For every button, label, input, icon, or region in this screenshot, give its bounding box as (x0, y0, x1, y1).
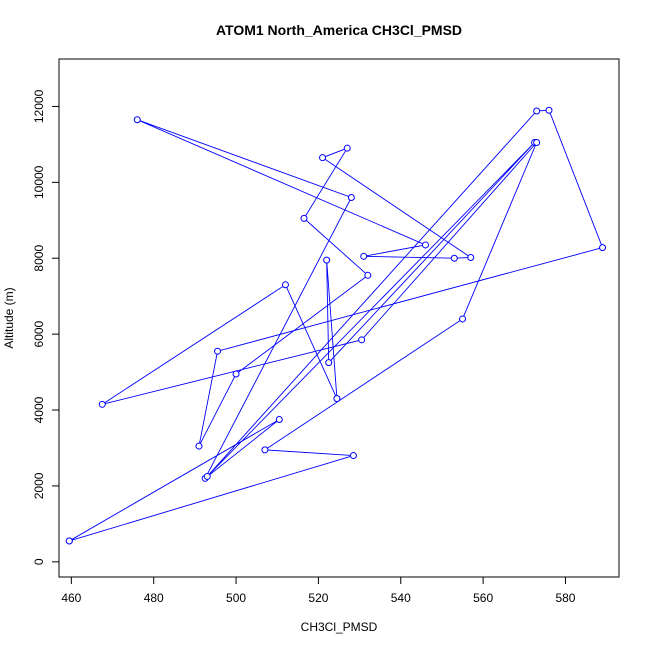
data-point-28 (459, 315, 467, 323)
data-point-3 (347, 194, 355, 202)
y-tick-label-10000: 10000 (32, 165, 46, 199)
data-point-21 (325, 359, 333, 367)
data-point-23 (333, 395, 341, 403)
data-point-30 (349, 452, 357, 460)
plot-frame (58, 58, 620, 578)
x-tick-label-480: 480 (144, 591, 164, 605)
data-point-19 (203, 472, 211, 480)
data-point-7 (450, 254, 458, 262)
data-point-1 (275, 416, 283, 424)
x-tick-label-520: 520 (308, 591, 328, 605)
data-point-4 (133, 116, 141, 124)
data-point-17 (545, 106, 553, 114)
data-point-15 (214, 347, 222, 355)
y-tick-label-0: 0 (32, 558, 46, 565)
y-tick-label-8000: 8000 (32, 245, 46, 272)
data-point-27 (533, 138, 541, 146)
data-point-9 (319, 154, 327, 162)
data-point-31 (65, 537, 73, 545)
data-point-6 (360, 252, 368, 260)
data-point-24 (281, 281, 289, 289)
x-axis: 460 480 500 520 540 560 580 (61, 576, 576, 605)
y-tick-label-2000: 2000 (32, 472, 46, 499)
data-point-22 (323, 256, 331, 264)
x-tick-label-540: 540 (391, 591, 411, 605)
data-point-8 (467, 253, 475, 261)
x-axis-label: CH3Cl_PMSD (301, 620, 378, 634)
x-tick-label-580: 580 (555, 591, 575, 605)
plot-marks (65, 106, 607, 545)
data-point-18 (533, 107, 541, 115)
x-tick-label-560: 560 (473, 591, 493, 605)
chart-title: ATOM1 North_America CH3Cl_PMSD (216, 22, 462, 38)
y-tick-label-6000: 6000 (32, 320, 46, 347)
y-axis-label: Altitude (m) (2, 287, 16, 348)
data-point-26 (358, 336, 366, 344)
y-tick-label-4000: 4000 (32, 396, 46, 423)
data-point-13 (232, 370, 240, 378)
data-point-25 (98, 400, 106, 408)
x-tick-label-460: 460 (61, 591, 81, 605)
data-point-12 (364, 271, 372, 279)
data-point-14 (195, 442, 203, 450)
series-line (69, 109, 604, 542)
data-point-11 (300, 214, 308, 222)
data-point-5 (421, 241, 429, 249)
y-tick-label-12000: 12000 (32, 89, 46, 123)
y-axis: 0 2000 4000 6000 8000 10000 12000 (32, 89, 60, 565)
data-point-16 (599, 244, 607, 252)
data-point-10 (343, 144, 351, 152)
data-point-29 (261, 446, 269, 454)
x-tick-label-500: 500 (226, 591, 246, 605)
